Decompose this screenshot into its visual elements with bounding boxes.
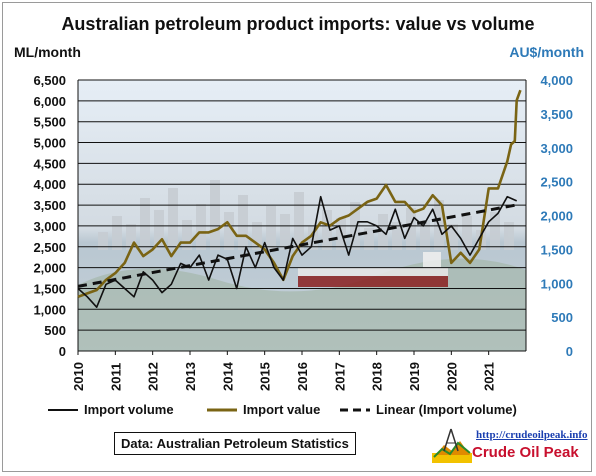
logo-url[interactable]: http://crudeoilpeak.info <box>476 429 588 441</box>
source-note: Data: Australian Petroleum Statistics <box>114 432 356 455</box>
bg-ship-bridge <box>423 252 441 268</box>
left-tick-label: 1,500 <box>33 281 66 296</box>
plot-background-photo <box>78 80 526 351</box>
x-tick-label: 2019 <box>407 362 422 391</box>
legend-label-value: Import value <box>243 402 321 417</box>
bg-building <box>140 198 150 250</box>
right-axis-unit: AU$/month <box>509 44 584 60</box>
bg-building <box>182 220 192 250</box>
right-tick-label: 4,000 <box>540 73 573 88</box>
bg-building <box>294 192 304 250</box>
bg-building <box>126 224 136 250</box>
legend-swatch-volume <box>48 408 78 411</box>
x-tick-label: 2012 <box>146 362 161 391</box>
x-tick-label: 2020 <box>444 362 459 391</box>
left-tick-label: 4,000 <box>33 177 66 192</box>
legend-item-volume: Import volume <box>48 402 174 417</box>
left-tick-label: 3,000 <box>33 219 66 234</box>
x-tick-label: 2011 <box>108 363 123 391</box>
right-tick-label: 500 <box>551 310 573 325</box>
bg-building <box>252 222 262 250</box>
left-tick-label: 500 <box>44 323 66 338</box>
legend-swatch-trend <box>340 408 370 411</box>
right-tick-label: 2,000 <box>540 209 573 224</box>
right-tick-label: 1,000 <box>540 276 573 291</box>
bg-building <box>406 208 416 250</box>
oil-derrick-icon <box>432 428 472 463</box>
crude-oil-peak-logo[interactable]: http://crudeoilpeak.info Crude Oil Peak <box>430 427 588 467</box>
bg-building <box>392 222 402 250</box>
bg-building <box>448 224 458 250</box>
x-tick-label: 2021 <box>482 362 497 391</box>
left-tick-label: 2,000 <box>33 261 66 276</box>
bg-building <box>210 180 220 250</box>
right-tick-label: 0 <box>566 344 573 359</box>
series-line-0 <box>77 195 518 309</box>
right-tick-label: 1,500 <box>540 242 573 257</box>
bg-building <box>196 204 206 250</box>
legend: Import volume Import value Linear (Impor… <box>0 402 596 422</box>
x-tick-label: 2018 <box>370 362 385 391</box>
bg-building <box>364 228 374 250</box>
bg-building <box>490 212 500 250</box>
x-tick-label: 2016 <box>295 362 310 391</box>
bg-building <box>420 220 430 250</box>
x-tick-label: 2017 <box>332 362 347 391</box>
bg-building <box>266 206 276 250</box>
x-tick-label: 2014 <box>220 361 235 391</box>
bg-building <box>336 218 346 250</box>
legend-label-trend: Linear (Import volume) <box>376 402 517 417</box>
legend-item-trend: Linear (Import volume) <box>340 402 517 417</box>
right-tick-label: 3,000 <box>540 141 573 156</box>
bg-building <box>462 216 472 250</box>
left-tick-label: 5,500 <box>33 115 66 130</box>
left-tick-label: 6,000 <box>33 94 66 109</box>
bg-ship-hull <box>298 275 448 287</box>
bg-building <box>112 216 122 250</box>
left-axis-unit: ML/month <box>14 44 81 60</box>
left-tick-label: 4,500 <box>33 156 66 171</box>
legend-label-volume: Import volume <box>84 402 174 417</box>
legend-swatch-value <box>207 408 237 411</box>
bg-building <box>504 222 514 250</box>
left-tick-label: 0 <box>59 344 66 359</box>
right-tick-label: 2,500 <box>540 175 573 190</box>
left-tick-label: 1,000 <box>33 302 66 317</box>
bg-building <box>98 232 108 250</box>
legend-item-value: Import value <box>207 402 320 417</box>
right-tick-label: 3,500 <box>540 107 573 122</box>
left-tick-label: 3,500 <box>33 198 66 213</box>
bg-building <box>224 212 234 250</box>
x-tick-label: 2015 <box>258 362 273 391</box>
bg-building <box>238 195 248 250</box>
bg-building <box>154 210 164 250</box>
left-tick-label: 5,000 <box>33 136 66 151</box>
series-line-1 <box>77 89 522 299</box>
x-tick-label: 2010 <box>71 362 86 391</box>
bg-building <box>322 210 332 250</box>
bg-building <box>280 214 290 250</box>
left-tick-label: 6,500 <box>33 73 66 88</box>
left-tick-label: 2,500 <box>33 240 66 255</box>
logo-name: Crude Oil Peak <box>472 444 579 461</box>
x-tick-label: 2013 <box>183 362 198 391</box>
chart-title: Australian petroleum product imports: va… <box>61 14 535 34</box>
bg-building <box>168 188 178 250</box>
bg-ship-deck <box>298 268 448 276</box>
